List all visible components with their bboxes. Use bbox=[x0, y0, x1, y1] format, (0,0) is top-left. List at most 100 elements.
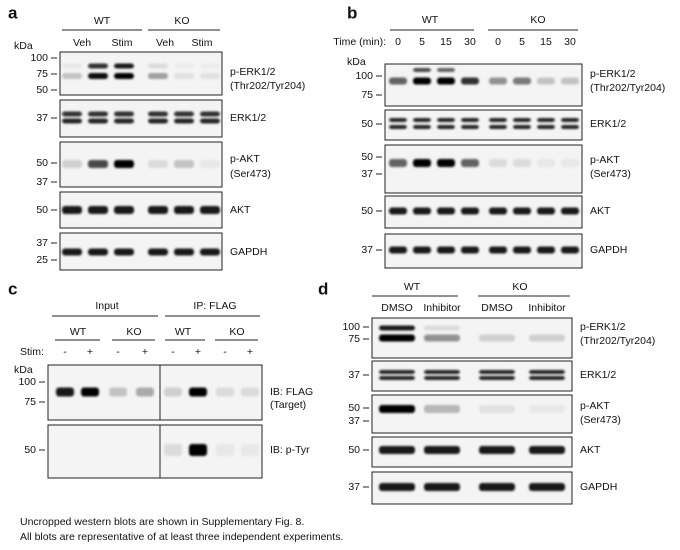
target-label: (Ser473) bbox=[230, 168, 271, 180]
band bbox=[437, 125, 455, 129]
band bbox=[174, 206, 194, 214]
marker-label: 100 bbox=[18, 376, 36, 388]
target-label: p-ERK1/2 bbox=[590, 68, 636, 80]
stim-sign: - bbox=[63, 346, 67, 358]
band bbox=[537, 125, 555, 129]
band bbox=[148, 248, 168, 256]
band bbox=[537, 246, 555, 254]
band bbox=[114, 118, 134, 124]
lane-label: 5 bbox=[519, 36, 525, 48]
marker-label: 37 bbox=[36, 112, 48, 124]
band bbox=[479, 483, 515, 491]
stim-sign: - bbox=[223, 346, 227, 358]
band bbox=[513, 159, 531, 167]
target-label: (Thr202/Tyr204) bbox=[230, 80, 305, 92]
stim-sign: + bbox=[87, 346, 93, 358]
band bbox=[174, 118, 194, 124]
target-label: GAPDH bbox=[230, 246, 267, 258]
target-label: AKT bbox=[580, 444, 601, 456]
band bbox=[379, 376, 415, 380]
band bbox=[88, 111, 108, 117]
marker-label: 37 bbox=[36, 237, 48, 249]
band bbox=[379, 405, 415, 413]
group-label: WT bbox=[94, 15, 111, 27]
band bbox=[413, 68, 431, 72]
band bbox=[174, 64, 194, 69]
band bbox=[513, 207, 531, 215]
marker-label: 100 bbox=[30, 52, 48, 64]
target-label: AKT bbox=[590, 205, 611, 217]
band bbox=[479, 446, 515, 454]
band bbox=[189, 444, 207, 456]
panel-label: b bbox=[347, 3, 357, 22]
blot bbox=[47, 424, 263, 479]
band bbox=[62, 160, 82, 168]
band bbox=[479, 376, 515, 380]
target-label: GAPDH bbox=[590, 244, 627, 256]
lane-label: Inhibitor bbox=[528, 302, 566, 314]
band bbox=[489, 159, 507, 167]
band bbox=[561, 207, 579, 215]
marker-label: 100 bbox=[355, 70, 373, 82]
band bbox=[529, 334, 565, 342]
band bbox=[114, 206, 134, 214]
group-label: KO bbox=[126, 326, 141, 338]
band bbox=[56, 387, 74, 397]
band bbox=[189, 387, 207, 397]
marker-label: 50 bbox=[361, 151, 373, 163]
lane-label: Veh bbox=[73, 37, 91, 49]
band bbox=[114, 73, 134, 79]
band bbox=[479, 405, 515, 413]
band bbox=[479, 370, 515, 374]
band bbox=[216, 387, 234, 397]
target-label: GAPDH bbox=[580, 481, 617, 493]
lane-label: 30 bbox=[564, 36, 576, 48]
band bbox=[537, 118, 555, 122]
band bbox=[437, 77, 455, 85]
band bbox=[424, 334, 460, 342]
blot bbox=[59, 51, 223, 96]
band bbox=[529, 446, 565, 454]
band bbox=[537, 159, 555, 167]
stim-label: Stim: bbox=[20, 346, 44, 358]
band bbox=[461, 77, 479, 85]
marker-label: 50 bbox=[348, 444, 360, 456]
band bbox=[461, 159, 479, 167]
band bbox=[174, 73, 194, 79]
band bbox=[413, 77, 431, 85]
band bbox=[200, 206, 220, 214]
kda-label: kDa bbox=[14, 364, 33, 376]
band bbox=[489, 207, 507, 215]
band bbox=[379, 325, 415, 331]
band bbox=[200, 248, 220, 256]
group-label: KO bbox=[229, 326, 244, 338]
blot bbox=[59, 99, 223, 138]
band bbox=[437, 159, 455, 167]
band bbox=[148, 160, 168, 168]
band bbox=[379, 446, 415, 454]
marker-label: 50 bbox=[361, 118, 373, 130]
marker-label: 50 bbox=[361, 205, 373, 217]
band bbox=[529, 376, 565, 380]
lane-label: 15 bbox=[440, 36, 452, 48]
blot bbox=[384, 109, 583, 141]
band bbox=[479, 334, 515, 342]
band bbox=[561, 246, 579, 254]
band bbox=[389, 77, 407, 85]
target-label: ERK1/2 bbox=[230, 112, 266, 124]
band bbox=[437, 68, 455, 72]
target-label: ERK1/2 bbox=[580, 369, 616, 381]
band bbox=[424, 405, 460, 413]
band bbox=[200, 73, 220, 79]
band bbox=[174, 111, 194, 117]
band bbox=[241, 444, 259, 456]
kda-label: kDa bbox=[14, 40, 33, 52]
group-label: WT bbox=[404, 281, 421, 293]
band bbox=[413, 159, 431, 167]
band bbox=[437, 118, 455, 122]
marker-label: 37 bbox=[361, 244, 373, 256]
band bbox=[114, 63, 134, 69]
marker-label: 50 bbox=[24, 444, 36, 456]
marker-label: 75 bbox=[361, 89, 373, 101]
band bbox=[200, 111, 220, 117]
